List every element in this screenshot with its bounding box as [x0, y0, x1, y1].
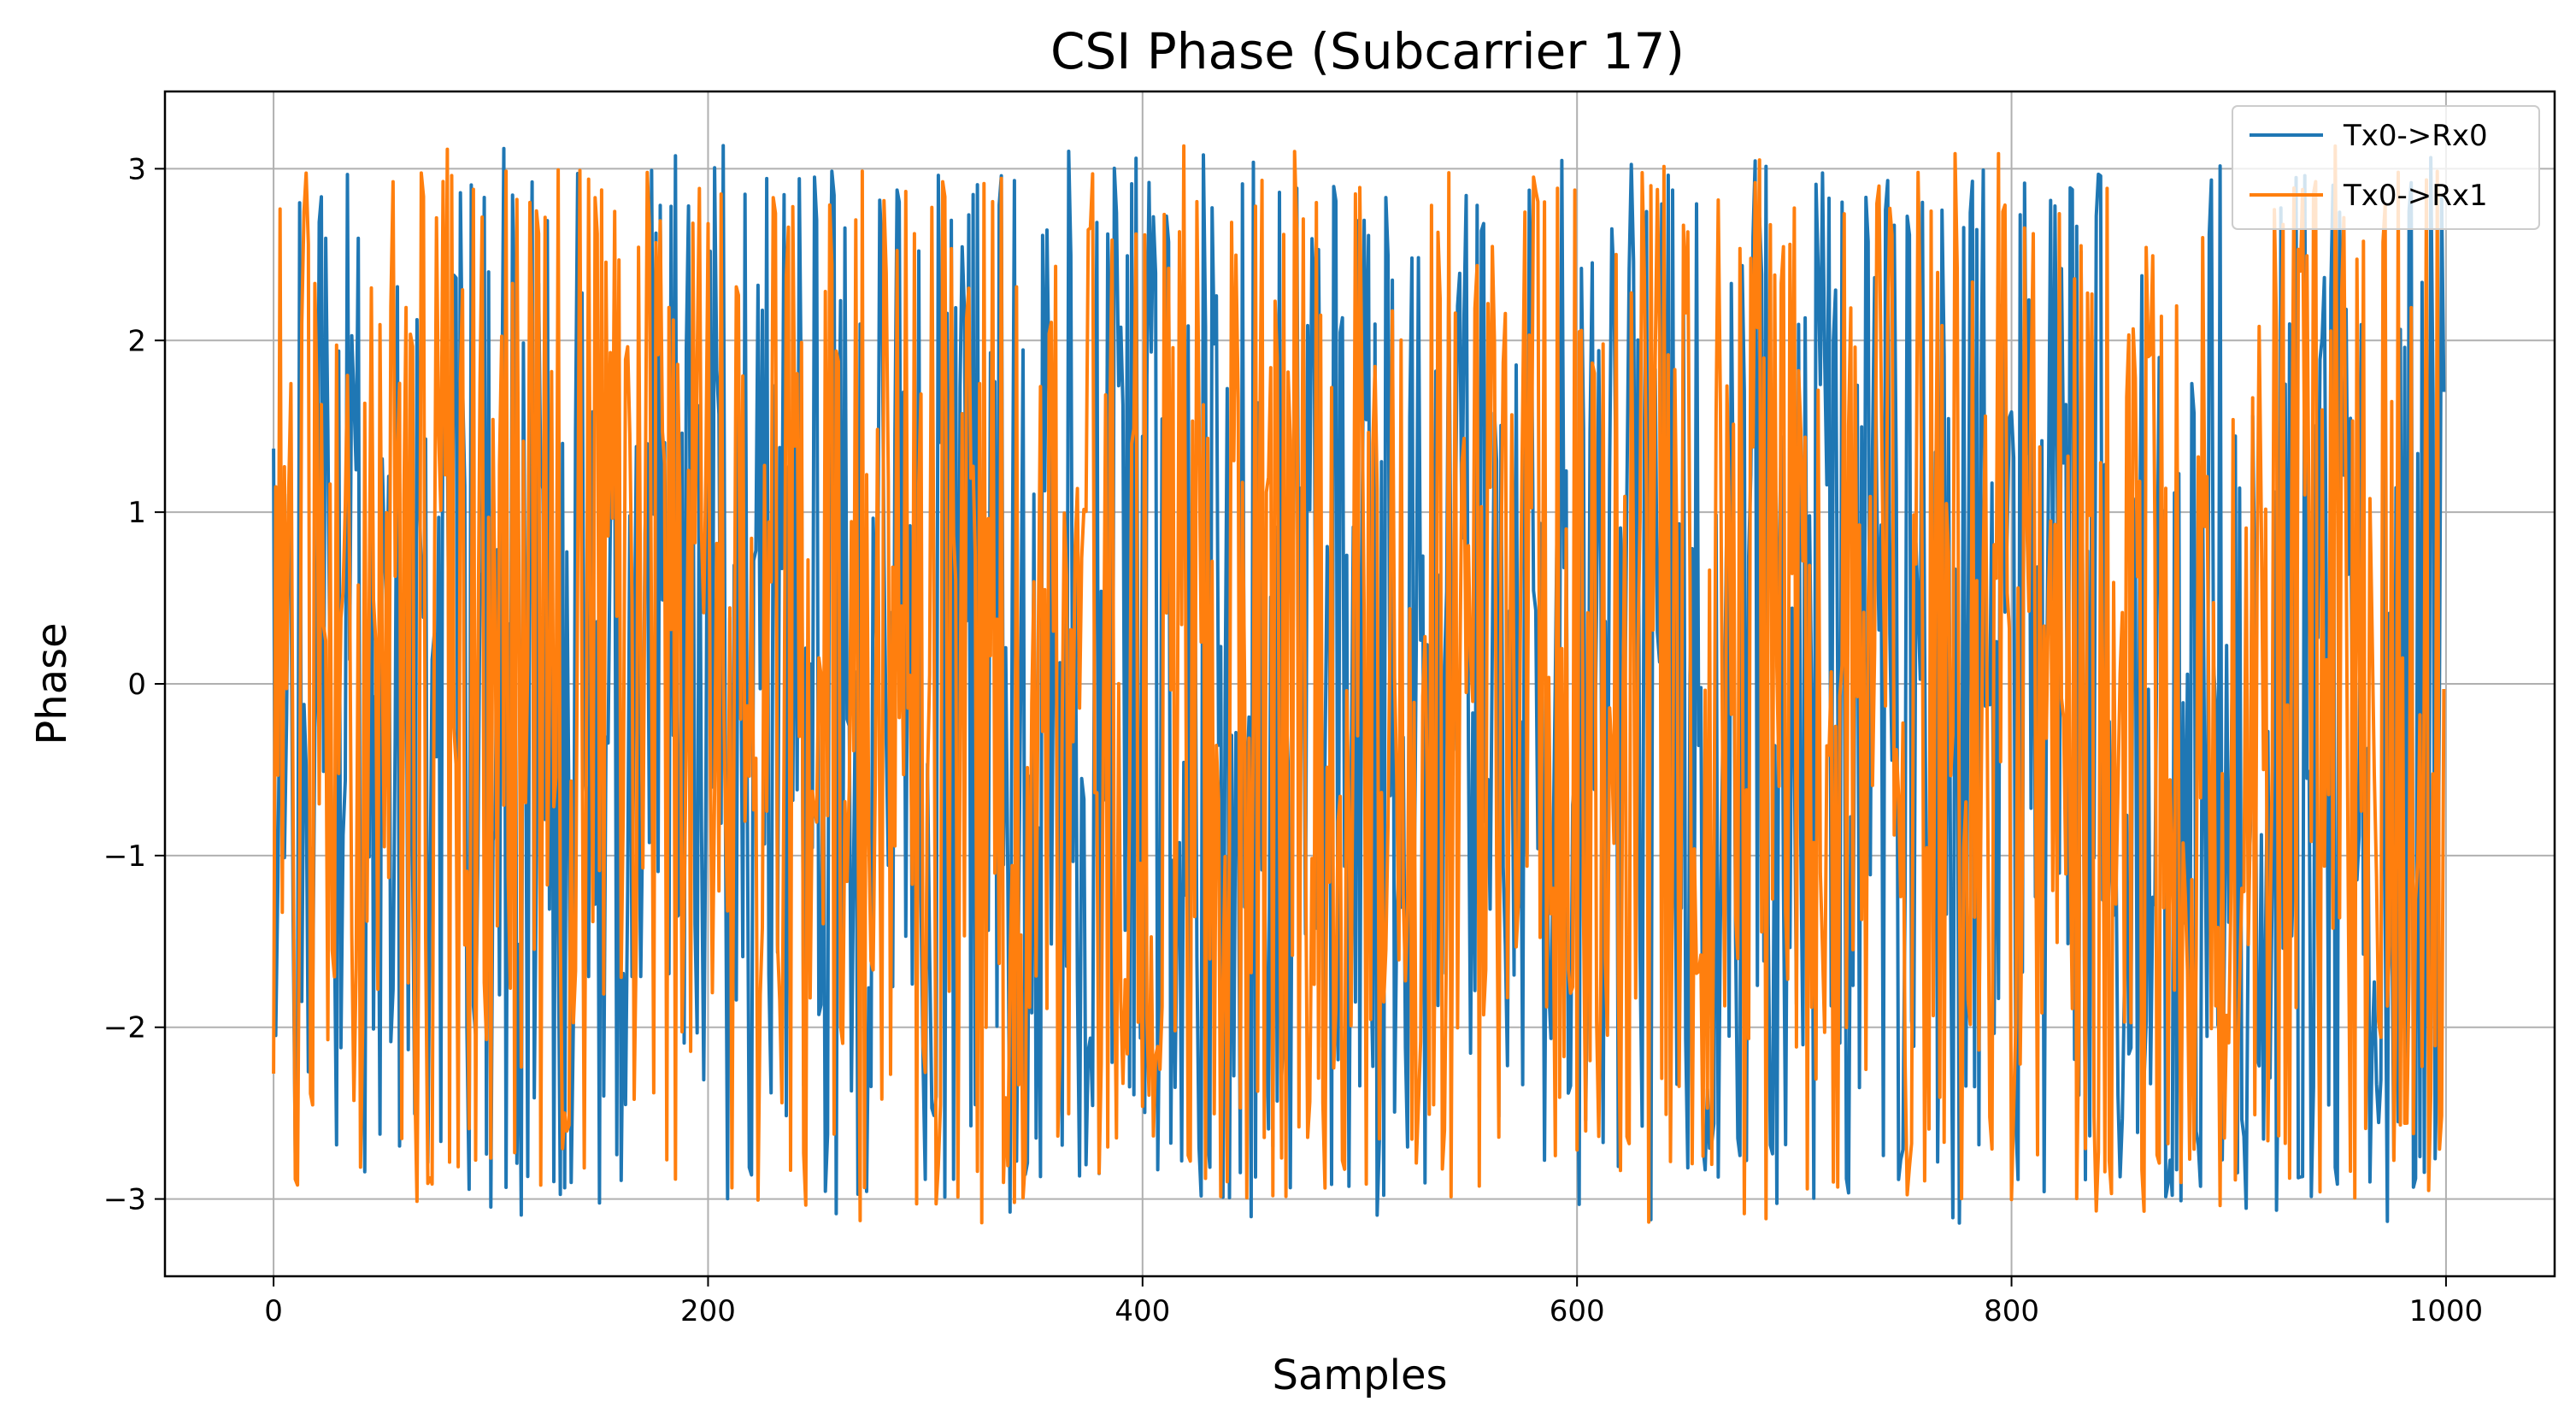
legend-label-tx0-rx0: Tx0->Rx0	[2343, 119, 2488, 153]
y-tick-label: 3	[127, 152, 146, 186]
y-axis-label: Phase	[28, 622, 76, 745]
x-tick-label: 200	[680, 1294, 736, 1328]
legend: Tx0->Rx0 Tx0->Rx1	[2232, 105, 2540, 230]
x-tick-label: 600	[1550, 1294, 1605, 1328]
legend-label-tx0-rx1: Tx0->Rx1	[2343, 179, 2488, 213]
x-tick-label: 0	[264, 1294, 283, 1328]
y-tick-label: −3	[103, 1183, 146, 1217]
y-tick-label: 2	[127, 324, 146, 358]
y-tick-label: −2	[103, 1011, 146, 1045]
axis-ticks: 0 200 400 600 800 1000 −3 −2 −1 0 1 2 3	[103, 152, 2483, 1328]
x-tick-label: 800	[1984, 1294, 2039, 1328]
x-axis-label: Samples	[1273, 1351, 1448, 1399]
series-layer	[272, 144, 2446, 1225]
series-line-tx0-rx1	[272, 144, 2446, 1225]
chart-title: CSI Phase (Subcarrier 17)	[1050, 22, 1685, 80]
y-tick-label: −1	[103, 839, 146, 874]
y-tick-label: 1	[127, 496, 146, 530]
y-tick-label: 0	[127, 668, 146, 702]
x-tick-label: 1000	[2409, 1294, 2484, 1328]
x-tick-label: 400	[1115, 1294, 1170, 1328]
